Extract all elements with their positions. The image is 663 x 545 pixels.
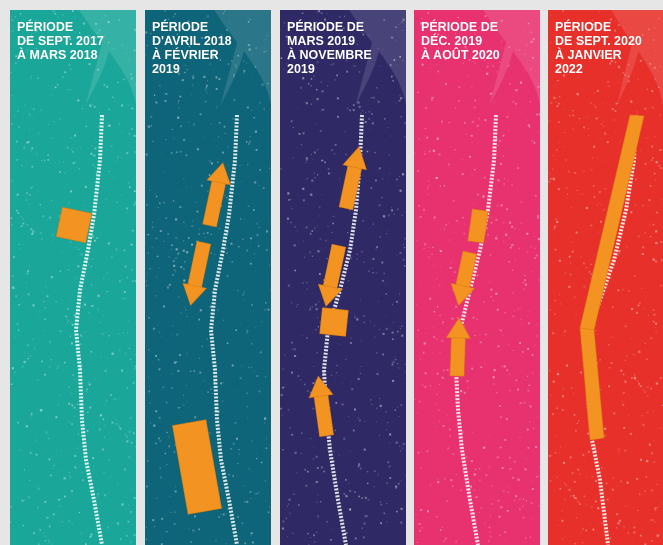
- period-label-3: PÉRIODE DE MARS 2019 À NOVEMBRE 2019: [287, 20, 403, 76]
- period-panel-3: PÉRIODE DE MARS 2019 À NOVEMBRE 2019: [280, 10, 406, 545]
- worksite-block: [172, 419, 222, 515]
- direction-arrow-up: [308, 375, 334, 437]
- city-texture: [280, 10, 406, 545]
- period-label-line: À AOÛT 2020: [421, 48, 500, 62]
- tramway-track: [208, 114, 239, 545]
- period-label-line: PÉRIODE DE: [287, 20, 365, 34]
- period-label-line: DÉC. 2019: [421, 34, 483, 48]
- period-label-line: MARS 2019: [287, 34, 356, 48]
- direction-arrow-down: [317, 243, 347, 307]
- map-background-3: [280, 10, 406, 545]
- map-background-4: [414, 10, 540, 545]
- period-label-line: DE SEPT. 2020: [555, 34, 642, 48]
- period-label-1: PÉRIODE DE SEPT. 2017 À MARS 2018: [17, 20, 133, 62]
- period-label-line: D'AVRIL 2018: [152, 34, 232, 48]
- period-label-5: PÉRIODE DE SEPT. 2020 À JANVIER 2022: [555, 20, 663, 76]
- map-background-1: [10, 10, 136, 545]
- city-texture: [10, 10, 136, 545]
- panel-background: [414, 10, 540, 545]
- city-texture: [414, 10, 540, 545]
- direction-arrow-up: [338, 146, 367, 211]
- tramway-track: [73, 114, 104, 545]
- panel-background: [10, 10, 136, 545]
- period-label-line: PÉRIODE: [17, 20, 74, 34]
- period-label-line: DE SEPT. 2017: [17, 34, 104, 48]
- worksite-block: [467, 208, 489, 244]
- period-label-line: 2022: [555, 62, 583, 76]
- period-panel-5: PÉRIODE DE SEPT. 2020 À JANVIER 2022: [548, 10, 663, 545]
- map-background-2: [145, 10, 271, 545]
- period-panel-2: PÉRIODE D'AVRIL 2018 À FÉVRIER 2019: [145, 10, 271, 545]
- worksite-corridor-south: [579, 327, 605, 441]
- worksite-block: [319, 307, 349, 337]
- period-label-4: PÉRIODE DE DÉC. 2019 À AOÛT 2020: [421, 20, 537, 62]
- period-label-line: 2019: [287, 62, 315, 76]
- map-background-5: [548, 10, 663, 545]
- direction-arrow-down: [182, 240, 212, 306]
- direction-arrow-up: [202, 162, 231, 228]
- period-label-line: À MARS 2018: [17, 48, 98, 62]
- direction-arrow-up: [445, 317, 471, 377]
- period-panel-1: PÉRIODE DE SEPT. 2017 À MARS 2018: [10, 10, 136, 545]
- period-label-2: PÉRIODE D'AVRIL 2018 À FÉVRIER 2019: [152, 20, 268, 76]
- direction-arrow-down: [450, 250, 478, 307]
- period-panel-4: PÉRIODE DE DÉC. 2019 À AOÛT 2020: [414, 10, 540, 545]
- period-label-line: À NOVEMBRE: [287, 48, 372, 62]
- period-label-line: À FÉVRIER: [152, 48, 219, 62]
- worksite-block: [55, 206, 93, 244]
- period-label-line: PÉRIODE: [555, 20, 612, 34]
- period-label-line: PÉRIODE DE: [421, 20, 499, 34]
- period-label-line: PÉRIODE: [152, 20, 209, 34]
- panel-background: [280, 10, 406, 545]
- period-label-line: À JANVIER: [555, 48, 622, 62]
- period-label-line: 2019: [152, 62, 180, 76]
